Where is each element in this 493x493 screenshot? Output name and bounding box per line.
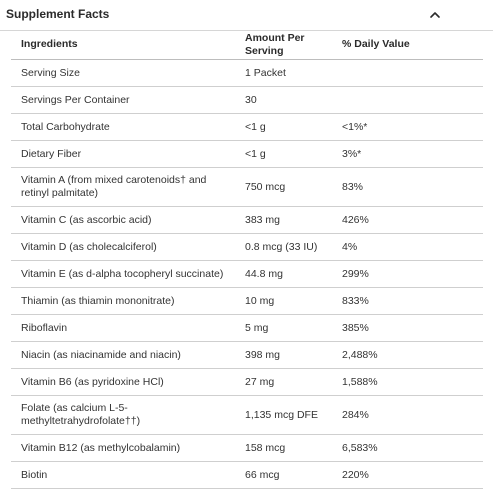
table-row: Serving Size 1 Packet (11, 59, 483, 87)
section-title: Supplement Facts (6, 7, 110, 21)
table-row: Vitamin A (from mixed carotenoids† and r… (11, 167, 483, 207)
daily-value-cell (342, 59, 483, 87)
daily-value-cell: 1,588% (342, 368, 483, 396)
amount-cell: 398 mg (234, 341, 342, 369)
ingredient-cell: Folate (as calcium L-5-methyltetrahydrof… (11, 395, 234, 435)
amount-cell: 158 mcg (234, 434, 342, 462)
amount-cell: 30 (234, 86, 342, 114)
table-row: Servings Per Container 30 (11, 86, 483, 114)
daily-value-cell: 220% (342, 461, 483, 489)
ingredient-cell: Riboflavin (11, 314, 234, 342)
table-row: Total Carbohydrate <1 g <1%* (11, 113, 483, 141)
supplement-facts-table: Ingredients Amount Per Serving % Daily V… (11, 30, 483, 489)
daily-value-cell (342, 86, 483, 114)
amount-cell: 66 mcg (234, 461, 342, 489)
ingredient-cell: Vitamin B12 (as methylcobalamin) (11, 434, 234, 462)
daily-value-cell: 426% (342, 206, 483, 234)
ingredient-cell: Thiamin (as thiamin mononitrate) (11, 287, 234, 315)
daily-value-cell: 284% (342, 395, 483, 435)
amount-cell: <1 g (234, 113, 342, 141)
ingredient-cell: Vitamin E (as d-alpha tocopheryl succina… (11, 260, 234, 288)
amount-cell: 383 mg (234, 206, 342, 234)
table-row: Vitamin B12 (as methylcobalamin) 158 mcg… (11, 434, 483, 462)
ingredient-cell: Serving Size (11, 59, 234, 87)
amount-cell: 1 Packet (234, 59, 342, 87)
ingredient-cell: Total Carbohydrate (11, 113, 234, 141)
supplement-facts-header[interactable]: Supplement Facts (0, 0, 493, 31)
amount-cell: 1,135 mcg DFE (234, 395, 342, 435)
daily-value-cell: 4% (342, 233, 483, 261)
table-row: Biotin 66 mcg 220% (11, 461, 483, 489)
amount-cell: 44.8 mg (234, 260, 342, 288)
table-header-row: Ingredients Amount Per Serving % Daily V… (11, 30, 483, 60)
ingredient-cell: Vitamin C (as ascorbic acid) (11, 206, 234, 234)
daily-value-cell: 6,583% (342, 434, 483, 462)
daily-value-cell: 299% (342, 260, 483, 288)
table-row: Vitamin B6 (as pyridoxine HCl) 27 mg 1,5… (11, 368, 483, 396)
header-ingredients: Ingredients (11, 30, 234, 60)
ingredient-cell: Niacin (as niacinamide and niacin) (11, 341, 234, 369)
amount-cell: <1 g (234, 140, 342, 168)
ingredient-cell: Vitamin D (as cholecalciferol) (11, 233, 234, 261)
ingredient-cell: Dietary Fiber (11, 140, 234, 168)
daily-value-cell: 833% (342, 287, 483, 315)
header-daily-value: % Daily Value (342, 30, 483, 60)
table-row: Dietary Fiber <1 g 3%* (11, 140, 483, 168)
header-amount: Amount Per Serving (234, 30, 342, 60)
amount-cell: 0.8 mcg (33 IU) (234, 233, 342, 261)
daily-value-cell: 385% (342, 314, 483, 342)
table-row: Thiamin (as thiamin mononitrate) 10 mg 8… (11, 287, 483, 315)
amount-cell: 5 mg (234, 314, 342, 342)
table-row: Vitamin E (as d-alpha tocopheryl succina… (11, 260, 483, 288)
daily-value-cell: 3%* (342, 140, 483, 168)
amount-cell: 750 mcg (234, 167, 342, 207)
table-row: Vitamin D (as cholecalciferol) 0.8 mcg (… (11, 233, 483, 261)
table-row: Vitamin C (as ascorbic acid) 383 mg 426% (11, 206, 483, 234)
amount-cell: 27 mg (234, 368, 342, 396)
daily-value-cell: <1%* (342, 113, 483, 141)
ingredient-cell: Vitamin A (from mixed carotenoids† and r… (11, 167, 234, 207)
chevron-up-icon[interactable] (428, 8, 442, 22)
daily-value-cell: 2,488% (342, 341, 483, 369)
table-row: Folate (as calcium L-5-methyltetrahydrof… (11, 395, 483, 435)
table-row: Niacin (as niacinamide and niacin) 398 m… (11, 341, 483, 369)
amount-cell: 10 mg (234, 287, 342, 315)
ingredient-cell: Vitamin B6 (as pyridoxine HCl) (11, 368, 234, 396)
ingredient-cell: Biotin (11, 461, 234, 489)
table-row: Riboflavin 5 mg 385% (11, 314, 483, 342)
ingredient-cell: Servings Per Container (11, 86, 234, 114)
daily-value-cell: 83% (342, 167, 483, 207)
